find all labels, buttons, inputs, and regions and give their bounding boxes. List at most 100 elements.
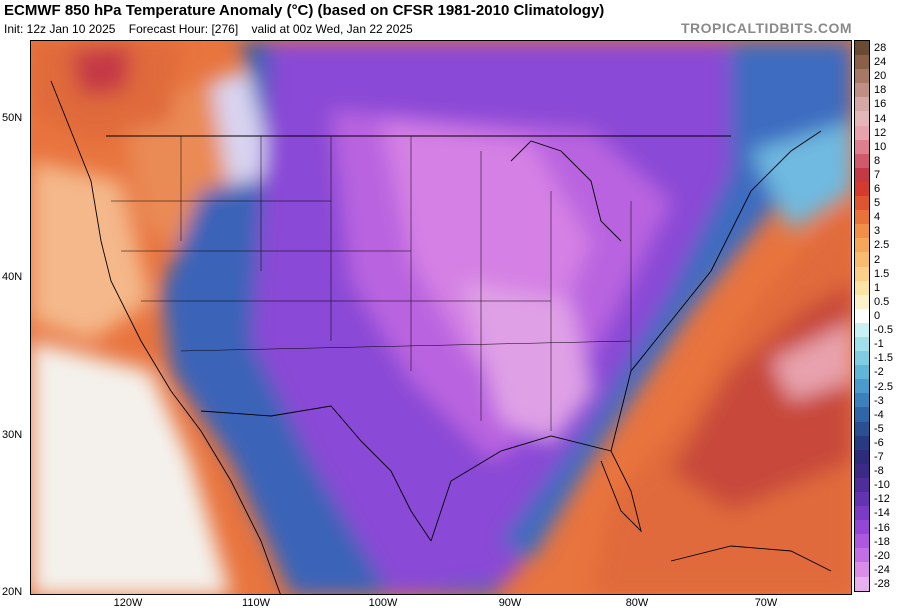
colorbar-tick-label: -1.5 (874, 352, 893, 365)
anomaly-map (30, 40, 852, 595)
lat-label-20n: 20N (2, 586, 23, 598)
colorbar-tick-label: -20 (874, 549, 890, 562)
lon-label-80w: 80W (625, 597, 649, 609)
lon-label-70w: 70W (754, 597, 778, 609)
colorbar-swatch (855, 55, 869, 70)
lat-label-40n: 40N (2, 271, 23, 283)
colorbar-swatch (855, 379, 869, 394)
colorbar-swatch (855, 463, 869, 478)
colorbar-swatch (855, 407, 869, 422)
colorbar-swatch (855, 492, 869, 507)
colorbar-tick-label: 0.5 (874, 295, 890, 308)
map-subtitle: Init: 12z Jan 10 2025 Forecast Hour: [27… (4, 22, 423, 36)
colorbar-swatch (855, 139, 869, 154)
colorbar-tick-label: -1 (874, 338, 884, 351)
colorbar-tick-label: -12 (874, 493, 890, 506)
atlantic-coastline (610, 130, 822, 452)
colorbar-swatch (855, 477, 869, 492)
map-title: ECMWF 850 hPa Temperature Anomaly (°C) (… (4, 2, 605, 19)
pacific-coastline (50, 80, 281, 594)
colorbar-tick-label: 28 (874, 42, 887, 55)
colorbar-swatch (855, 534, 869, 549)
lat-label-50n: 50N (2, 112, 23, 124)
colorbar-tick-label: 3 (874, 225, 881, 238)
colorbar-swatch (855, 111, 869, 126)
valid-time: valid at 00z Wed, Jan 22 2025 (251, 22, 413, 36)
great-lakes (510, 140, 622, 242)
us-mexico-border (200, 405, 432, 542)
colorbar-tick-label: -6 (874, 436, 884, 449)
colorbar-swatch (855, 576, 869, 591)
colorbar-swatch (855, 308, 869, 323)
colorbar-swatch (855, 322, 869, 337)
colorbar-swatch (855, 252, 869, 267)
colorbar-swatch (855, 421, 869, 436)
colorbar-swatch (855, 153, 869, 168)
colorbar-swatch (855, 196, 869, 211)
colorbar-swatch (855, 520, 869, 535)
colorbar-tick-label: -18 (874, 535, 890, 548)
lat-label-30n: 30N (2, 429, 23, 441)
colorbar-tick-label: 18 (874, 84, 887, 97)
colorbar-swatch (855, 336, 869, 352)
lon-label-110w: 110W (242, 597, 270, 609)
colorbar-swatch (855, 238, 869, 253)
colorbar-tick-label: 2.5 (874, 239, 890, 252)
colorbar-swatch (855, 224, 869, 239)
brand-watermark: TROPICALTIDBITS.COM (680, 20, 852, 36)
colorbar-swatch (855, 83, 869, 98)
colorbar-tick-label: 7 (874, 168, 881, 181)
colorbar-tick-label: -3 (874, 394, 884, 407)
colorbar-tick-label: -24 (874, 563, 890, 576)
lon-label-100w: 100W (368, 597, 398, 609)
caribbean-islands (670, 545, 832, 572)
colorbar (854, 40, 870, 592)
state-borders (180, 136, 632, 431)
colorbar-swatch (855, 167, 869, 182)
colorbar-swatch (855, 280, 869, 295)
colorbar-tick-label: -0.5 (874, 324, 893, 337)
colorbar-swatch (855, 351, 869, 366)
colorbar-swatch (855, 294, 869, 309)
colorbar-swatch (855, 210, 869, 225)
state-borders-horizontal (111, 200, 632, 352)
colorbar-tick-label: -8 (874, 465, 884, 478)
colorbar-tick-label: 12 (874, 126, 887, 139)
colorbar-tick-label: 5 (874, 197, 881, 210)
colorbar-tick-label: 20 (874, 70, 887, 83)
colorbar-swatch (855, 449, 869, 464)
colorbar-swatch (855, 266, 869, 281)
colorbar-tick-label: -28 (874, 577, 890, 590)
init-time: Init: 12z Jan 10 2025 (4, 22, 116, 36)
colorbar-tick-label: 24 (874, 56, 887, 69)
colorbar-tick-label: 0 (874, 310, 881, 322)
colorbar-swatch (855, 548, 869, 563)
colorbar-swatch (855, 97, 869, 112)
colorbar-swatch (855, 435, 869, 450)
colorbar-tick-label: 6 (874, 183, 881, 196)
colorbar-swatch (855, 562, 869, 577)
colorbar-tick-label: 8 (874, 154, 881, 167)
colorbar-tick-label: -14 (874, 507, 890, 520)
colorbar-swatch (855, 125, 869, 140)
colorbar-tick-label: 10 (874, 140, 887, 153)
colorbar-tick-label: -4 (874, 408, 884, 421)
colorbar-swatch (855, 181, 869, 197)
colorbar-swatch (855, 365, 869, 380)
colorbar-tick-label: 1 (874, 281, 881, 294)
colorbar-swatch (855, 393, 869, 408)
colorbar-tick-label: -2 (874, 366, 884, 379)
colorbar-tick-label: 14 (874, 112, 887, 125)
anomaly-field (31, 41, 851, 594)
colorbar-swatch (855, 69, 869, 84)
colorbar-tick-label: -2.5 (874, 380, 893, 393)
colorbar-tick-label: -16 (874, 521, 890, 534)
lon-label-120w: 120W (113, 597, 143, 609)
colorbar-swatch (855, 506, 869, 521)
colorbar-tick-label: 16 (874, 98, 887, 111)
lon-label-90w: 90W (498, 597, 522, 609)
anomaly-map-svg (31, 41, 851, 594)
forecast-hour: Forecast Hour: [276] (128, 22, 239, 36)
colorbar-tick-label: -7 (874, 451, 884, 464)
colorbar-tick-label: 4 (874, 211, 881, 224)
